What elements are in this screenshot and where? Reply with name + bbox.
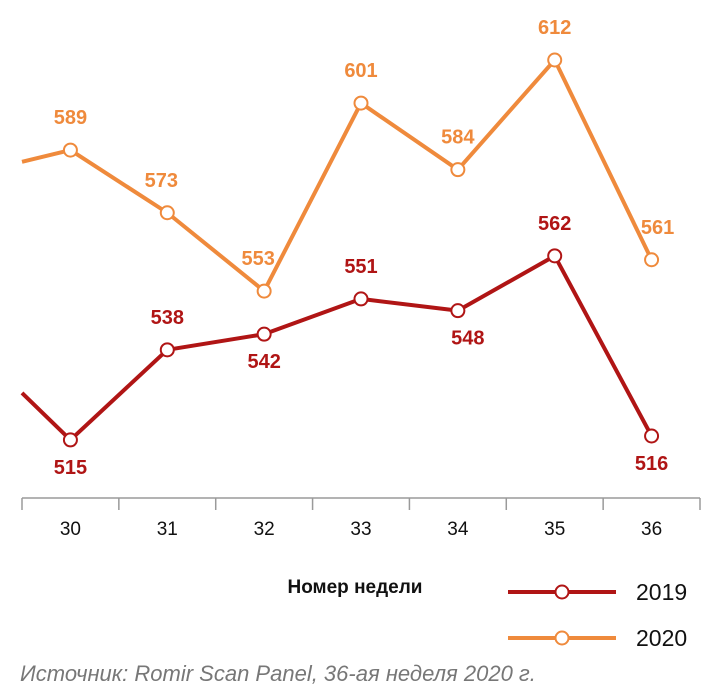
series-line-2019 bbox=[20, 253, 654, 442]
legend-swatch-marker bbox=[554, 630, 570, 646]
data-point bbox=[62, 142, 78, 158]
line-chart: 30 31 32 33 34 35 36 5155385425515485625165895… bbox=[20, 17, 701, 651]
data-label: 562 bbox=[538, 213, 571, 235]
data-point bbox=[547, 248, 563, 264]
legend-label: 2020 bbox=[636, 625, 687, 651]
data-point bbox=[62, 432, 78, 448]
x-tick-label: 35 bbox=[544, 519, 565, 540]
data-point bbox=[159, 342, 175, 358]
data-point bbox=[644, 428, 660, 444]
data-label: 553 bbox=[241, 248, 274, 270]
data-label: 573 bbox=[145, 170, 178, 192]
legend-swatch-marker bbox=[554, 584, 570, 600]
data-label: 601 bbox=[344, 60, 377, 82]
data-point bbox=[450, 162, 466, 178]
data-label: 538 bbox=[151, 307, 184, 329]
series-layer bbox=[20, 52, 660, 448]
legend: 2019 2020 bbox=[508, 579, 687, 651]
series-line-2020 bbox=[21, 58, 654, 294]
data-point bbox=[256, 283, 272, 299]
x-tick-label: 31 bbox=[157, 519, 178, 540]
data-labels: 515 538 542 551 548 562 516 589 573 553 601 584 612 5… bbox=[54, 17, 675, 479]
x-axis-title: Номер недели bbox=[287, 577, 422, 598]
legend-label: 2019 bbox=[636, 579, 687, 605]
data-label: 551 bbox=[344, 256, 377, 278]
source-note: Источник: Romir Scan Panel, 36-ая неделя… bbox=[20, 661, 536, 686]
x-axis: 30 31 32 33 34 35 36 bbox=[21, 497, 701, 540]
data-label: 515 bbox=[54, 457, 87, 479]
data-point bbox=[256, 326, 272, 342]
data-label: 589 bbox=[54, 107, 87, 129]
data-point bbox=[644, 252, 660, 268]
data-point bbox=[353, 95, 369, 111]
data-label: 584 bbox=[441, 127, 475, 149]
x-tick-label: 30 bbox=[60, 519, 81, 540]
data-label: 548 bbox=[451, 328, 484, 350]
x-tick-label: 34 bbox=[447, 519, 469, 540]
data-label: 542 bbox=[247, 351, 280, 373]
data-label: 516 bbox=[635, 453, 668, 475]
data-point bbox=[547, 52, 563, 68]
x-tick-label: 33 bbox=[350, 519, 371, 540]
data-label: 612 bbox=[538, 17, 571, 39]
data-label: 561 bbox=[641, 217, 674, 239]
x-tick-label: 36 bbox=[641, 519, 662, 540]
data-point bbox=[450, 303, 466, 319]
x-tick-label: 32 bbox=[254, 519, 275, 540]
data-point bbox=[353, 291, 369, 307]
data-point bbox=[159, 205, 175, 221]
